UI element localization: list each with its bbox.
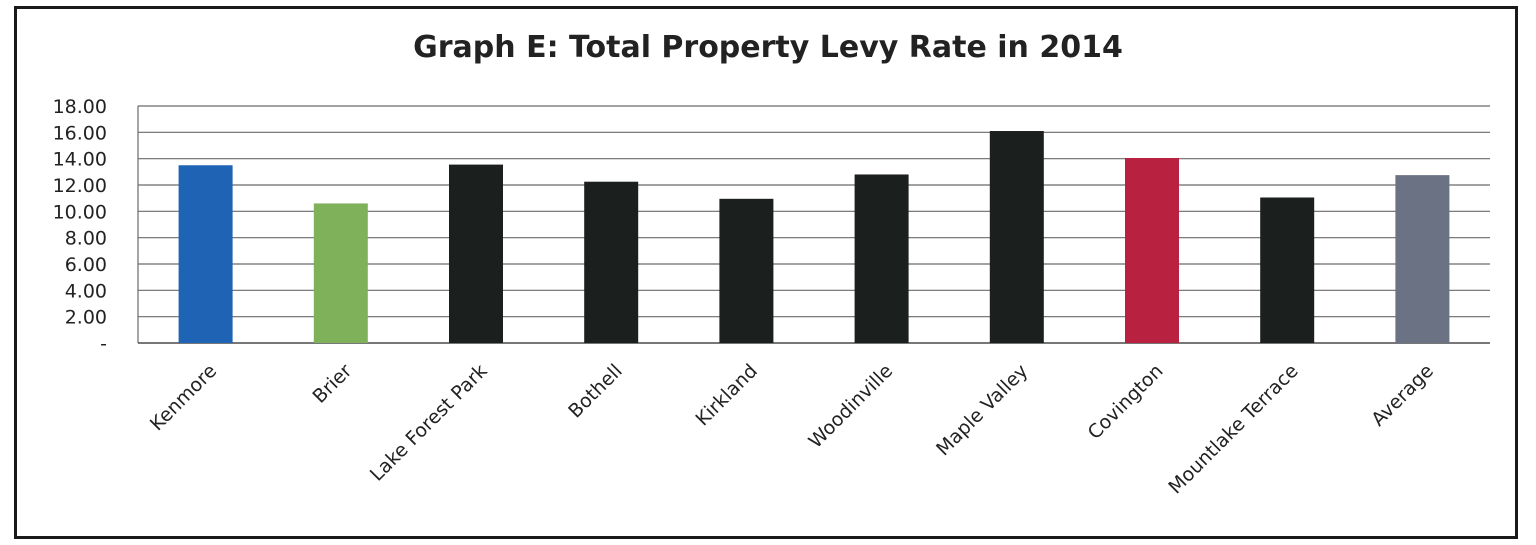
x-tick-label: Average — [1367, 360, 1438, 431]
bar-woodinville — [854, 174, 909, 343]
y-tick-label: 10.00 — [53, 201, 107, 223]
bar-kirkland — [719, 198, 774, 343]
y-tick-label: - — [100, 333, 107, 355]
y-tick-label: 6.00 — [65, 254, 107, 276]
bar-brier — [313, 203, 368, 343]
bar-maple-valley — [989, 131, 1044, 343]
x-axis: Kenmore Brier Lake Forest Park Bothell Kirkl… — [146, 360, 1438, 498]
x-tick-label: Kenmore — [146, 360, 221, 435]
x-tick-label: Maple Valley — [932, 360, 1032, 460]
x-tick-label: Lake Forest Park — [366, 360, 492, 486]
bar-average — [1395, 175, 1450, 343]
bars — [178, 131, 1450, 343]
bar-covington — [1125, 158, 1179, 343]
x-tick-label: Kirkland — [692, 360, 762, 430]
bar-kenmore — [178, 165, 233, 343]
bar-lake-forest-park — [449, 164, 503, 343]
y-tick-label: 14.00 — [53, 149, 107, 171]
x-tick-label: Brier — [309, 360, 357, 408]
x-tick-label: Mountlake Terrace — [1164, 360, 1302, 498]
y-tick-label: 2.00 — [65, 307, 107, 329]
y-tick-label: 12.00 — [53, 175, 107, 197]
y-tick-label: 18.00 — [53, 96, 107, 118]
x-tick-label: Bothell — [564, 360, 627, 423]
chart-title: Graph E: Total Property Levy Rate in 201… — [413, 30, 1123, 65]
bar-mountlake-terrace — [1260, 197, 1315, 343]
y-axis: - 2.00 4.00 6.00 8.00 10.00 12.00 14.00 16.00 18.… — [53, 96, 139, 355]
bar-bothell — [584, 181, 639, 343]
y-tick-label: 16.00 — [53, 122, 107, 144]
x-tick-label: Covington — [1084, 360, 1168, 444]
x-tick-label: Woodinville — [804, 360, 897, 453]
y-tick-label: 8.00 — [65, 228, 107, 250]
y-tick-label: 4.00 — [65, 280, 107, 302]
